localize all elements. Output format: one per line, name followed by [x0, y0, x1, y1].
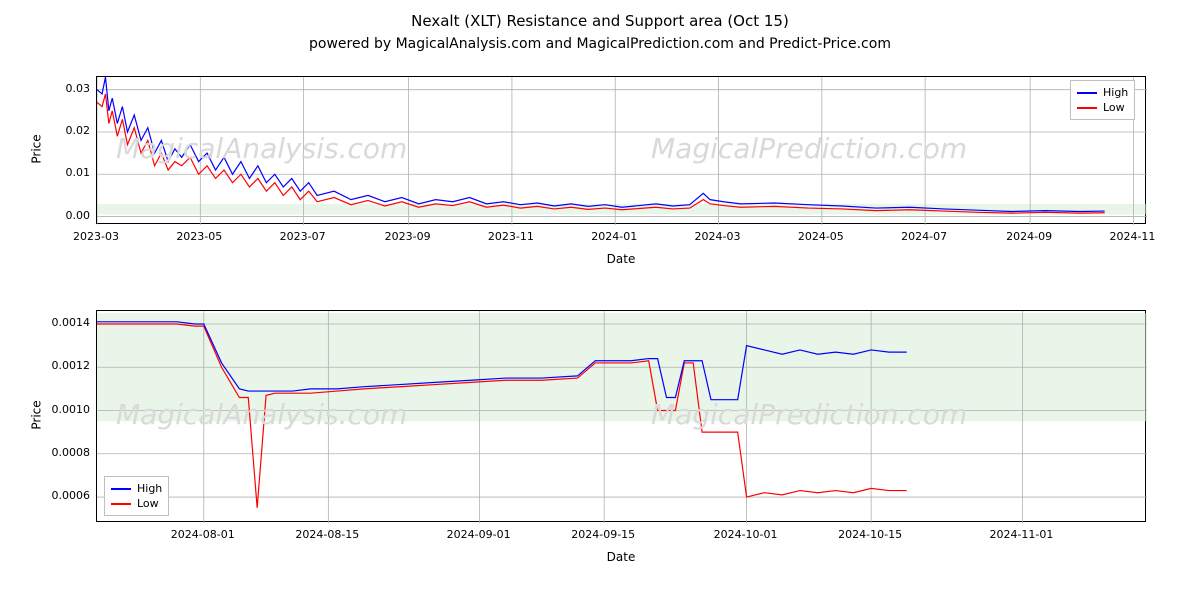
xtick-label: 2024-09 [1006, 230, 1052, 243]
ytick-label: 0.0006 [40, 489, 90, 502]
legend-low-row: Low [1077, 100, 1128, 115]
xtick-label: 2024-10-01 [714, 528, 778, 541]
xtick-label: 2023-07 [280, 230, 326, 243]
chart-title: Nexalt (XLT) Resistance and Support area… [0, 12, 1200, 30]
legend-low-label: Low [1103, 101, 1125, 114]
legend-low-row: Low [111, 496, 162, 511]
legend-low-label: Low [137, 497, 159, 510]
xtick-label: 2024-03 [695, 230, 741, 243]
xtick-label: 2024-09-15 [571, 528, 635, 541]
legend-high-label: High [1103, 86, 1128, 99]
xtick-label: 2024-09-01 [447, 528, 511, 541]
chart2-plot-area [96, 310, 1146, 522]
chart-subtitle: powered by MagicalAnalysis.com and Magic… [0, 36, 1200, 52]
xtick-label: 2024-11-01 [989, 528, 1053, 541]
ytick-label: 0.0010 [40, 403, 90, 416]
legend-swatch-high [1077, 92, 1097, 94]
ytick-label: 0.0014 [40, 316, 90, 329]
xtick-label: 2024-05 [798, 230, 844, 243]
chart2-legend: High Low [104, 476, 169, 516]
ytick-label: 0.0008 [40, 446, 90, 459]
chart1-plot-area [96, 76, 1146, 224]
xtick-label: 2024-01 [591, 230, 637, 243]
xtick-label: 2024-11 [1109, 230, 1155, 243]
xtick-label: 2023-05 [176, 230, 222, 243]
legend-high-row: High [111, 481, 162, 496]
chart1-legend: High Low [1070, 80, 1135, 120]
xtick-label: 2023-09 [385, 230, 431, 243]
ytick-label: 0.0012 [40, 359, 90, 372]
ytick-label: 0.03 [40, 82, 90, 95]
chart2-xlabel: Date [96, 550, 1146, 564]
chart1-ylabel: Price [30, 134, 44, 163]
xtick-label: 2024-08-01 [171, 528, 235, 541]
legend-swatch-low [1077, 107, 1097, 109]
ytick-label: 0.01 [40, 166, 90, 179]
legend-high-row: High [1077, 85, 1128, 100]
xtick-label: 2024-08-15 [295, 528, 359, 541]
xtick-label: 2023-03 [73, 230, 119, 243]
xtick-label: 2024-10-15 [838, 528, 902, 541]
legend-high-label: High [137, 482, 162, 495]
legend-swatch-low [111, 503, 131, 505]
ytick-label: 0.00 [40, 209, 90, 222]
xtick-label: 2024-07 [901, 230, 947, 243]
legend-swatch-high [111, 488, 131, 490]
chart1-xlabel: Date [96, 252, 1146, 266]
ytick-label: 0.02 [40, 124, 90, 137]
xtick-label: 2023-11 [488, 230, 534, 243]
